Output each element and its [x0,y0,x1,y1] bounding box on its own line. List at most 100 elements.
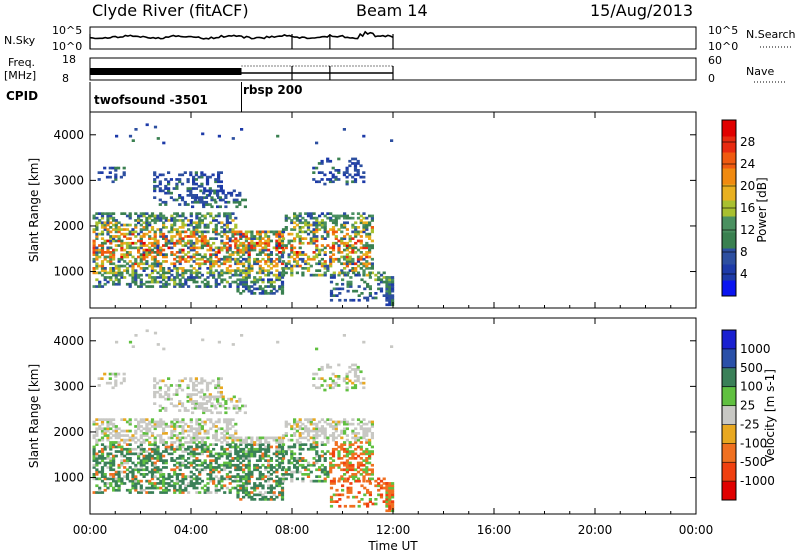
velocity-cell [170,452,174,456]
power-cell [109,221,113,225]
velocity-cell [184,486,188,490]
power-cell [220,262,224,266]
power-cell [95,228,99,231]
power-cell [189,241,193,245]
velocity-cell [223,418,227,421]
power-cell [103,239,107,243]
velocity-cell [134,477,138,481]
velocity-cell [153,468,157,472]
velocity-cell [275,482,279,485]
velocity-cell [337,363,341,367]
velocity-cell [382,486,386,490]
velocity-cell [217,438,221,442]
power-cell [153,221,157,225]
power-cell [295,255,299,259]
power-cell [242,257,246,261]
velocity-cell [290,473,294,476]
velocity-cell [250,475,254,478]
velocity-cell [223,463,227,467]
velocity-cell [223,484,227,488]
power-cell [228,271,232,275]
velocity-cell [287,438,291,442]
power-cell [181,282,185,286]
velocity-cell [306,418,311,421]
velocity-cell [92,463,96,467]
velocity-cell [112,488,116,492]
power-cell [180,173,185,177]
power-cell [173,228,177,231]
power-cell [267,280,271,284]
power-cell [331,173,335,177]
power-cell [225,212,229,215]
velocity-cell [306,447,311,451]
power-cell [162,237,166,240]
velocity-cell [173,429,177,433]
power-cell [359,262,363,266]
power-cell [234,237,238,240]
velocity-cell [304,459,308,462]
velocity-cell [267,441,271,444]
velocity-cell [117,486,121,490]
velocity-cell [225,461,229,465]
velocity-cell [334,384,338,387]
power-cell [164,282,168,286]
power-cell [234,251,238,254]
power-cell [209,214,213,218]
power-cell [315,239,319,243]
power-cell [365,260,369,263]
velocity-cell [167,488,171,492]
power-cell [244,285,248,288]
power-cell [92,239,96,243]
power-cell [272,273,276,277]
velocity-cell [272,479,276,483]
power-cell [368,251,372,254]
velocity-cell [362,386,366,390]
power-cell [365,223,369,227]
velocity-cell [128,459,132,462]
power-cell [250,285,254,288]
power-cell [388,301,392,304]
power-cell [195,273,199,277]
velocity-cell [95,457,99,460]
velocity-cell [295,422,299,426]
power-cell [217,248,221,252]
power-cell [340,237,344,240]
velocity-cell [323,470,327,474]
power-cell [280,235,285,238]
velocity-cell [195,459,199,462]
power-cell [106,230,110,234]
velocity-cell [153,422,157,426]
power-cell [359,175,363,179]
velocity-cell [306,461,311,465]
power-cell [359,241,363,245]
power-cell [242,251,246,254]
power-cell [209,262,213,266]
velocity-cell [111,386,115,390]
power-cell [187,223,191,227]
velocity-cell [340,420,344,424]
power-cell [258,248,262,252]
velocity-cell [343,461,347,465]
power-cell [275,239,279,243]
power-cell [195,285,199,288]
power-cell [281,273,286,277]
velocity-cell [161,395,165,399]
power-cell [287,255,291,259]
power-cell [95,267,99,270]
power-cell [145,221,149,225]
velocity-cell [125,461,130,465]
velocity-cell [247,491,251,494]
power-cell [225,267,229,270]
power-cell [329,294,334,297]
velocity-cell [326,438,330,442]
velocity-cell [161,379,165,383]
velocity-cell [156,445,160,449]
velocity-cell [203,488,207,492]
velocity-cell [156,457,160,460]
velocity-cell [357,479,361,483]
power-cell [137,216,141,220]
nsky-strip: N.Sky 10^5 10^0 10^5 10^0 N.Search [4,24,796,53]
power-cell [173,264,177,268]
velocity-cell [337,454,341,458]
power-cell [388,289,392,293]
